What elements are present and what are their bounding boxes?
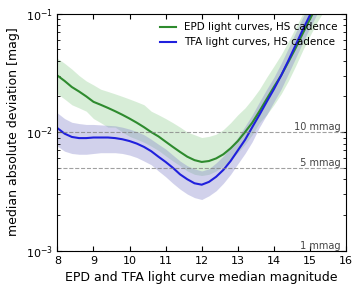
TFA light curves, HS cadence bbox=[70, 135, 74, 139]
EPD light curves, HS cadence bbox=[286, 60, 291, 64]
Text: 1 mmag: 1 mmag bbox=[297, 241, 340, 251]
EPD light curves, HS cadence bbox=[142, 125, 146, 129]
EPD light curves, HS cadence bbox=[293, 47, 298, 50]
EPD light curves, HS cadence bbox=[135, 121, 139, 125]
TFA light curves, HS cadence bbox=[55, 126, 59, 130]
EPD light curves, HS cadence bbox=[199, 160, 204, 164]
Text: 10 mmag: 10 mmag bbox=[291, 122, 340, 132]
TFA light curves, HS cadence bbox=[199, 183, 204, 187]
EPD light curves, HS cadence bbox=[214, 157, 218, 160]
TFA light curves, HS cadence bbox=[120, 138, 125, 141]
TFA light curves, HS cadence bbox=[185, 178, 189, 181]
EPD light curves, HS cadence bbox=[70, 85, 74, 89]
Legend: EPD light curves, HS cadence, TFA light curves, HS cadence: EPD light curves, HS cadence, TFA light … bbox=[157, 19, 341, 50]
EPD light curves, HS cadence bbox=[221, 152, 225, 156]
TFA light curves, HS cadence bbox=[293, 44, 298, 47]
EPD light curves, HS cadence bbox=[106, 106, 110, 110]
TFA light curves, HS cadence bbox=[77, 136, 81, 140]
TFA light curves, HS cadence bbox=[127, 139, 132, 143]
TFA light curves, HS cadence bbox=[149, 150, 153, 153]
EPD light curves, HS cadence bbox=[84, 95, 89, 98]
Y-axis label: median absolute deviation [mag]: median absolute deviation [mag] bbox=[7, 28, 20, 237]
EPD light curves, HS cadence bbox=[185, 155, 189, 158]
EPD light curves, HS cadence bbox=[243, 130, 247, 134]
EPD light curves, HS cadence bbox=[236, 139, 240, 143]
EPD light curves, HS cadence bbox=[91, 100, 96, 104]
TFA light curves, HS cadence bbox=[156, 155, 161, 158]
TFA light curves, HS cadence bbox=[221, 168, 225, 172]
TFA light curves, HS cadence bbox=[163, 160, 168, 164]
TFA light curves, HS cadence bbox=[286, 59, 291, 63]
EPD light curves, HS cadence bbox=[62, 79, 67, 83]
TFA light curves, HS cadence bbox=[192, 182, 197, 185]
TFA light curves, HS cadence bbox=[214, 175, 218, 178]
EPD light curves, HS cadence bbox=[120, 113, 125, 116]
EPD light curves, HS cadence bbox=[171, 145, 175, 149]
TFA light curves, HS cadence bbox=[171, 166, 175, 170]
EPD light curves, HS cadence bbox=[127, 117, 132, 120]
TFA light curves, HS cadence bbox=[91, 136, 96, 139]
TFA light curves, HS cadence bbox=[84, 136, 89, 140]
EPD light curves, HS cadence bbox=[149, 130, 153, 134]
TFA light curves, HS cadence bbox=[308, 13, 312, 17]
X-axis label: EPD and TFA light curve median magnitude: EPD and TFA light curve median magnitude bbox=[66, 271, 338, 284]
Text: 5 mmag: 5 mmag bbox=[297, 158, 340, 168]
EPD light curves, HS cadence bbox=[315, 3, 319, 7]
Line: TFA light curves, HS cadence: TFA light curves, HS cadence bbox=[57, 0, 346, 185]
EPD light curves, HS cadence bbox=[207, 159, 211, 163]
TFA light curves, HS cadence bbox=[250, 125, 255, 129]
TFA light curves, HS cadence bbox=[301, 28, 305, 31]
EPD light curves, HS cadence bbox=[301, 32, 305, 35]
TFA light curves, HS cadence bbox=[207, 180, 211, 184]
TFA light curves, HS cadence bbox=[243, 138, 247, 142]
EPD light curves, HS cadence bbox=[192, 158, 197, 162]
TFA light curves, HS cadence bbox=[113, 136, 117, 140]
TFA light curves, HS cadence bbox=[272, 88, 276, 91]
TFA light curves, HS cadence bbox=[62, 132, 67, 135]
TFA light curves, HS cadence bbox=[257, 113, 262, 116]
EPD light curves, HS cadence bbox=[308, 17, 312, 21]
EPD light curves, HS cadence bbox=[156, 135, 161, 138]
TFA light curves, HS cadence bbox=[178, 173, 182, 176]
TFA light curves, HS cadence bbox=[279, 74, 283, 77]
TFA light curves, HS cadence bbox=[135, 142, 139, 145]
EPD light curves, HS cadence bbox=[77, 90, 81, 93]
EPD light curves, HS cadence bbox=[55, 74, 59, 77]
TFA light curves, HS cadence bbox=[315, 0, 319, 3]
TFA light curves, HS cadence bbox=[99, 136, 103, 139]
TFA light curves, HS cadence bbox=[265, 100, 269, 104]
TFA light curves, HS cadence bbox=[236, 149, 240, 152]
TFA light curves, HS cadence bbox=[142, 145, 146, 149]
TFA light curves, HS cadence bbox=[229, 159, 233, 163]
EPD light curves, HS cadence bbox=[272, 85, 276, 89]
EPD light curves, HS cadence bbox=[265, 97, 269, 101]
EPD light curves, HS cadence bbox=[99, 103, 103, 107]
EPD light curves, HS cadence bbox=[250, 121, 255, 125]
TFA light curves, HS cadence bbox=[106, 136, 110, 139]
EPD light curves, HS cadence bbox=[163, 140, 168, 143]
EPD light curves, HS cadence bbox=[178, 150, 182, 154]
EPD light curves, HS cadence bbox=[113, 109, 117, 113]
EPD light curves, HS cadence bbox=[279, 74, 283, 77]
Line: EPD light curves, HS cadence: EPD light curves, HS cadence bbox=[57, 0, 346, 162]
EPD light curves, HS cadence bbox=[229, 147, 233, 150]
EPD light curves, HS cadence bbox=[257, 109, 262, 113]
